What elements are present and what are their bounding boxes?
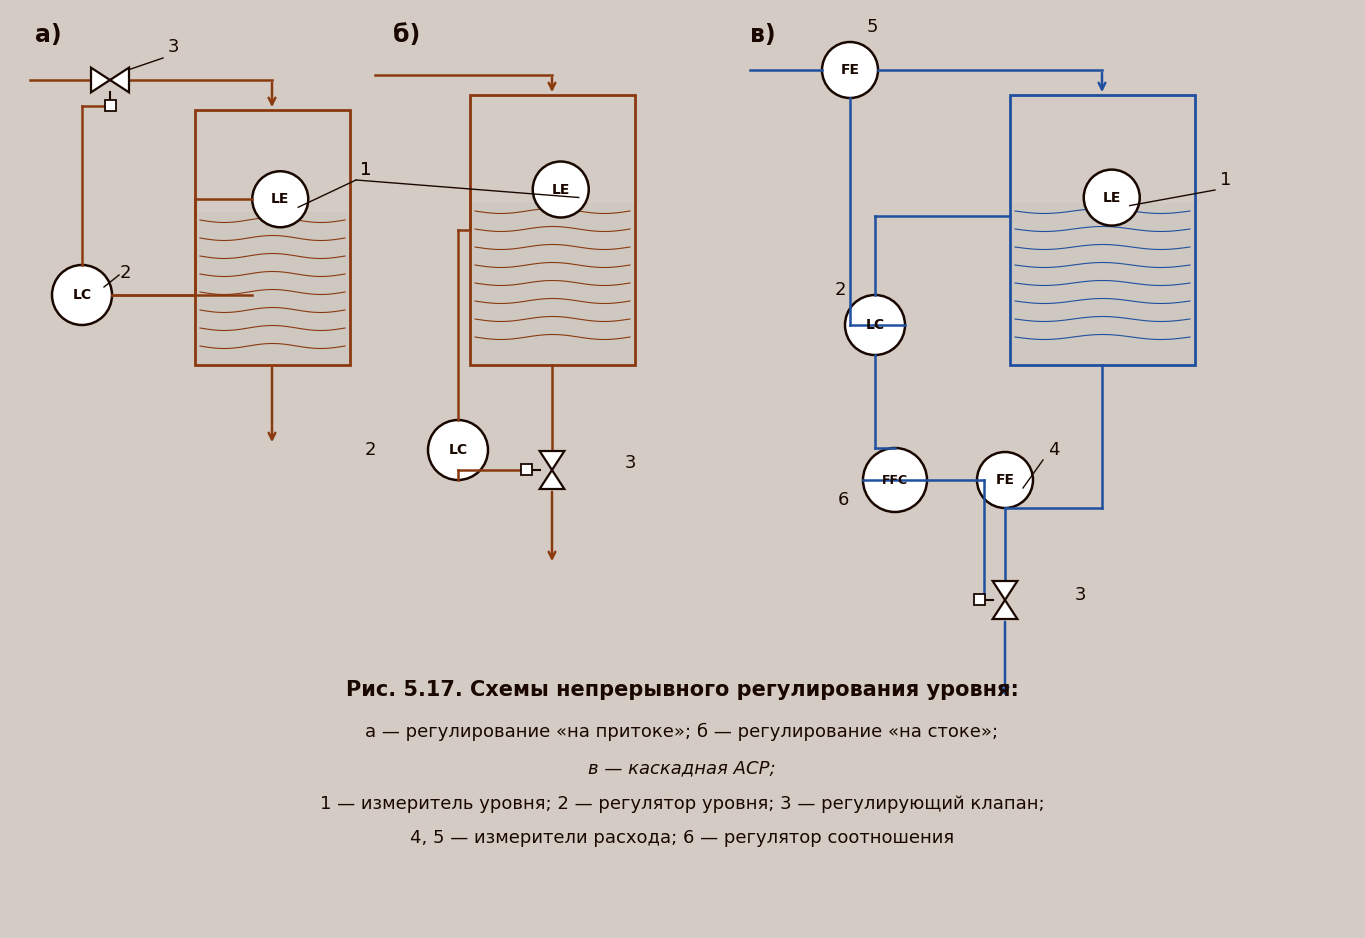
Bar [1010,95,1194,365]
Text: 2: 2 [120,264,131,282]
Circle shape [1084,170,1140,226]
Circle shape [863,448,927,512]
Text: LC: LC [449,443,468,457]
Text: LC: LC [72,288,91,302]
Text: FE: FE [995,473,1014,487]
Text: 6: 6 [838,491,849,509]
Bar [471,203,633,364]
Bar [1011,203,1194,364]
Text: 1: 1 [360,161,371,179]
Text: 1 — измеритель уровня; 2 — регулятор уровня; 3 — регулирующий клапан;: 1 — измеритель уровня; 2 — регулятор уро… [319,795,1044,813]
Bar [973,595,984,606]
Text: а): а) [35,23,61,47]
Text: 1: 1 [360,161,371,179]
Text: 4, 5 — измерители расхода; 6 — регулятор соотношения: 4, 5 — измерители расхода; 6 — регулятор… [410,829,954,847]
Text: LE: LE [551,183,571,196]
Circle shape [532,161,588,218]
Polygon shape [539,451,564,470]
Text: LC: LC [865,318,885,332]
Text: 5: 5 [867,18,879,36]
Text: 1: 1 [1220,171,1231,189]
Bar [470,95,635,365]
Circle shape [845,295,905,355]
Text: 4: 4 [1048,441,1059,459]
Bar [520,464,531,476]
Text: 2: 2 [835,281,846,299]
Text: а — регулирование «на притоке»; б — регулирование «на стоке»;: а — регулирование «на притоке»; б — регу… [366,723,999,741]
Circle shape [429,420,489,480]
Circle shape [52,265,112,325]
Text: Рис. 5.17. Схемы непрерывного регулирования уровня:: Рис. 5.17. Схемы непрерывного регулирова… [345,680,1018,700]
Text: б): б) [393,23,420,47]
Text: LE: LE [272,192,289,206]
Circle shape [253,172,308,227]
Polygon shape [992,581,1017,600]
Text: FE: FE [841,63,860,77]
Polygon shape [992,600,1017,619]
Text: LE: LE [1103,190,1121,204]
Bar [105,100,116,112]
Text: 3: 3 [168,38,180,56]
Text: 2: 2 [364,441,377,459]
Circle shape [977,452,1033,508]
Text: 3: 3 [1076,586,1087,604]
Text: 3: 3 [625,454,636,472]
Text: в): в) [749,23,775,47]
Polygon shape [111,68,130,92]
Text: FFC: FFC [882,474,908,487]
Circle shape [822,42,878,98]
Polygon shape [91,68,111,92]
Polygon shape [539,470,564,489]
Text: в — каскадная АСР;: в — каскадная АСР; [588,759,775,777]
Bar [197,212,349,364]
Bar [195,110,349,365]
